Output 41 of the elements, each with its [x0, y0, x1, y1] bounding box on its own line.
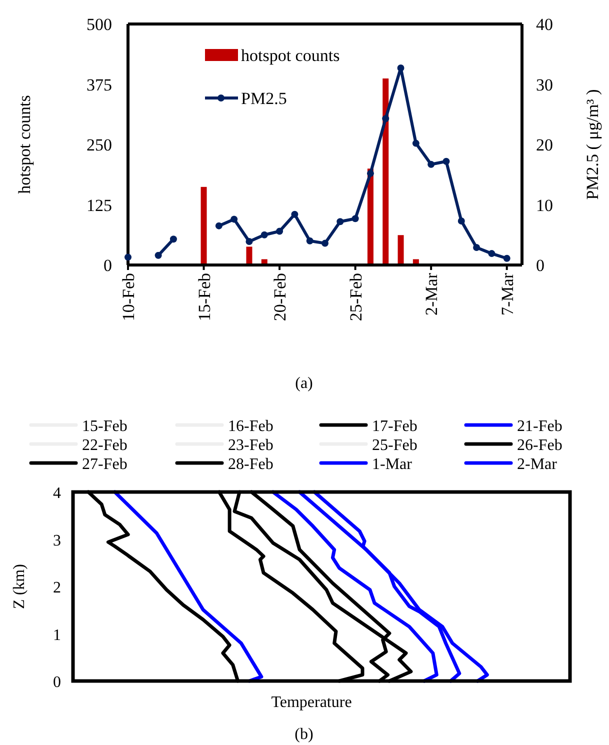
- legend-label: 22-Feb: [82, 437, 128, 454]
- x-tick-label: 15-Feb: [194, 273, 214, 322]
- legend-label: 28-Feb: [228, 456, 274, 473]
- y2-tick-label: 20: [536, 136, 553, 154]
- legend-label: 17-Feb: [372, 418, 418, 435]
- x-axis-title: Temperature: [271, 694, 352, 711]
- y2-tick-label: 30: [536, 75, 553, 94]
- x-tick-label: 2-Mar: [422, 272, 442, 316]
- y-tick-label: 4: [53, 485, 61, 502]
- y-tick-label: 125: [86, 196, 112, 215]
- legend-label: 2-Mar: [517, 456, 558, 473]
- legend-label: 23-Feb: [228, 437, 274, 454]
- y-tick-label: 500: [86, 15, 112, 34]
- x-tick-label: 10-Feb: [119, 273, 138, 322]
- y-axis-title: Z (km): [11, 564, 28, 609]
- legend-label: 27-Feb: [82, 456, 128, 473]
- y-axis-title: hotspot counts: [15, 95, 34, 194]
- legend-label: PM2.5: [241, 89, 287, 108]
- x-tick-label: 7-Mar: [498, 272, 517, 316]
- x-tick-label: 20-Feb: [270, 273, 290, 322]
- legend-label: 21-Feb: [517, 418, 562, 435]
- y-tick-label: 1: [53, 626, 61, 644]
- y2-tick-label: 0: [536, 256, 544, 275]
- y-tick-label: 3: [53, 532, 61, 550]
- y-tick-label: 0: [53, 674, 61, 691]
- text: (b): [294, 726, 314, 743]
- legend-label: 15-Feb: [82, 418, 128, 435]
- legend-label: 25-Feb: [372, 437, 418, 454]
- x-tick-label: 25-Feb: [346, 273, 366, 322]
- text: (a): [295, 375, 313, 392]
- y2-tick-label: 40: [536, 15, 553, 34]
- y-tick-label: 375: [86, 75, 112, 94]
- legend-label: hotspot counts: [241, 46, 340, 65]
- y-tick-label: 0: [104, 256, 112, 275]
- legend-label: 16-Feb: [228, 418, 274, 435]
- y2-axis-title: PM2.5 ( μg/m³ ): [583, 89, 602, 200]
- y-tick-label: 250: [86, 136, 112, 154]
- legend-label: 26-Feb: [517, 437, 562, 454]
- y-tick-label: 2: [53, 580, 61, 596]
- legend-label: 1-Mar: [372, 456, 413, 473]
- y2-tick-label: 10: [536, 196, 553, 215]
